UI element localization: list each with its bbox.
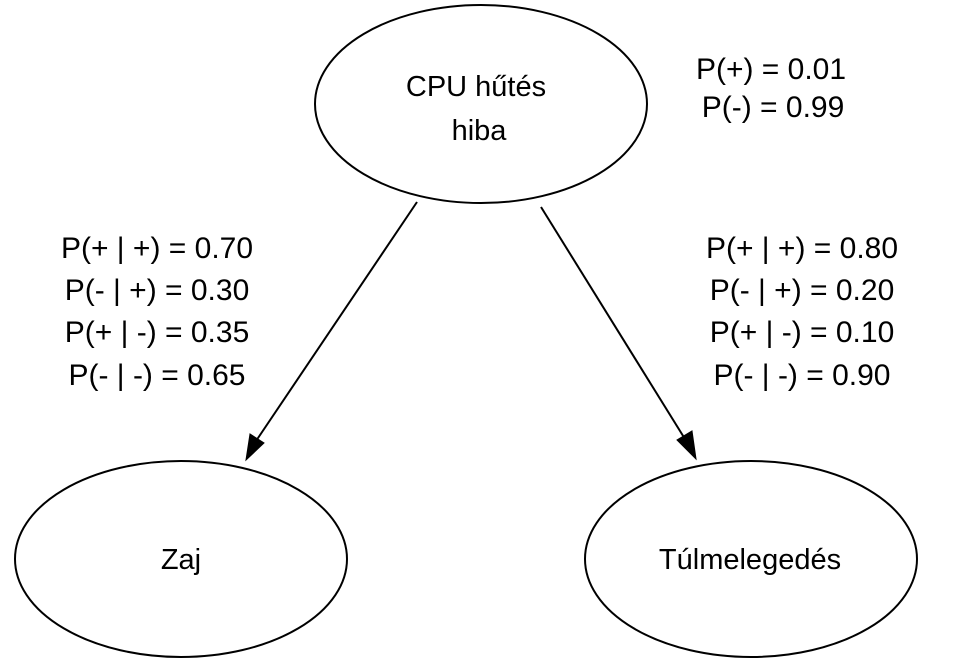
- prior-line: P(-) = 0.99: [702, 91, 845, 124]
- node-cpu-label-line2: hiba: [452, 115, 508, 147]
- edge-cpu-to-tulmelegedes: [540, 206, 697, 461]
- cpt-zaj: P(+ | +) = 0.70 P(- | +) = 0.30 P(+ | -)…: [61, 232, 253, 392]
- node-tulmelegedes-label: Túlmelegedés: [659, 544, 841, 576]
- cpt-zaj-line: P(+ | -) = 0.35: [65, 316, 250, 349]
- cpt-zaj-line: P(- | -) = 0.65: [68, 359, 245, 392]
- cpt-tulmelegedes-line: P(- | -) = 0.90: [713, 359, 890, 392]
- cpt-tulmelegedes-line: P(+ | -) = 0.10: [710, 316, 895, 349]
- prior-probability-table: P(+) = 0.01 P(-) = 0.99: [696, 53, 846, 124]
- node-zaj[interactable]: Zaj: [14, 460, 348, 658]
- cpt-zaj-line: P(+ | +) = 0.70: [61, 232, 253, 265]
- cpt-tulmelegedes-line: P(+ | +) = 0.80: [706, 232, 898, 265]
- arrowhead-zaj: [245, 433, 265, 462]
- arrowhead-tulmelegedes: [676, 430, 697, 461]
- node-cpu-cooling-failure[interactable]: CPU hűtés hiba: [314, 4, 648, 204]
- cpt-zaj-line: P(- | +) = 0.30: [65, 274, 250, 307]
- cpt-tulmelegedes: P(+ | +) = 0.80 P(- | +) = 0.20 P(+ | -)…: [706, 232, 898, 392]
- node-cpu-ellipse: [314, 4, 648, 204]
- node-cpu-label-line1: CPU hűtés: [406, 71, 546, 103]
- node-zaj-label: Zaj: [161, 544, 201, 576]
- prior-line: P(+) = 0.01: [696, 53, 846, 86]
- node-tulmelegedes-ellipse: [584, 460, 918, 658]
- edge-cpu-to-zaj: [245, 201, 418, 462]
- cpt-tulmelegedes-line: P(- | +) = 0.20: [710, 274, 895, 307]
- node-tulmelegedes[interactable]: Túlmelegedés: [584, 460, 918, 658]
- node-zaj-ellipse: [14, 460, 348, 658]
